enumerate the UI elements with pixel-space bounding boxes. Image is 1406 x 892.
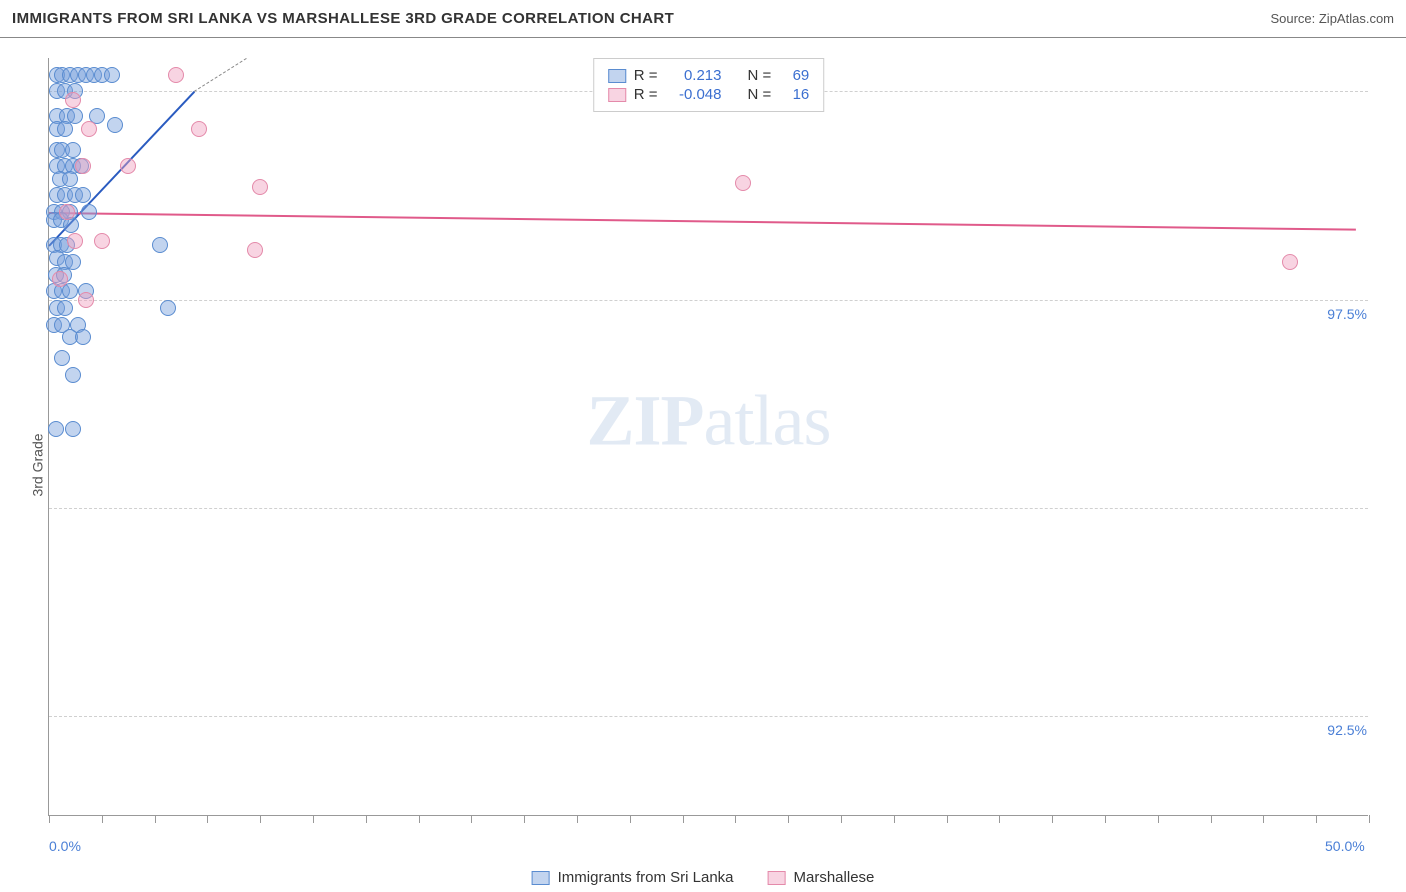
x-tick: [630, 815, 631, 823]
x-tick: [1369, 815, 1370, 823]
legend-stats-box: R = 0.213 N = 69 R = -0.048 N = 16: [593, 58, 825, 112]
data-point-marshallese: [252, 179, 268, 195]
legend-item-sri_lanka: Immigrants from Sri Lanka: [532, 869, 734, 886]
x-tick: [207, 815, 208, 823]
gridline-h: [49, 716, 1368, 717]
chart-area: 3rd Grade ZIPatlas R = 0.213 N = 69 R = -0.04…: [0, 38, 1406, 892]
x-tick-label: 0.0%: [49, 838, 81, 854]
x-tick: [155, 815, 156, 823]
gridline-h: [49, 508, 1368, 509]
x-tick: [947, 815, 948, 823]
plot-region: ZIPatlas R = 0.213 N = 69 R = -0.048 N = 16 92.…: [48, 58, 1368, 816]
legend-R-value-sri_lanka: 0.213: [666, 67, 722, 84]
data-point-marshallese: [735, 175, 751, 191]
watermark-zip: ZIP: [587, 381, 704, 461]
x-tick: [366, 815, 367, 823]
x-tick: [419, 815, 420, 823]
x-tick: [471, 815, 472, 823]
data-point-sri_lanka: [57, 300, 73, 316]
data-point-sri_lanka: [62, 171, 78, 187]
data-point-marshallese: [94, 233, 110, 249]
legend-bottom: Immigrants from Sri Lanka Marshallese: [532, 869, 875, 886]
data-point-sri_lanka: [62, 283, 78, 299]
x-tick: [1158, 815, 1159, 823]
data-point-sri_lanka: [107, 117, 123, 133]
x-tick: [313, 815, 314, 823]
gridline-h: [49, 300, 1368, 301]
legend-swatch-marshallese: [608, 88, 626, 102]
data-point-sri_lanka: [75, 187, 91, 203]
data-point-marshallese: [1282, 254, 1298, 270]
legend-R-value-marshallese: -0.048: [666, 86, 722, 103]
data-point-sri_lanka: [48, 421, 64, 437]
title-bar: IMMIGRANTS FROM SRI LANKA VS MARSHALLESE…: [0, 0, 1406, 38]
data-point-sri_lanka: [65, 421, 81, 437]
data-point-marshallese: [78, 292, 94, 308]
data-point-sri_lanka: [57, 121, 73, 137]
data-point-marshallese: [52, 271, 68, 287]
watermark: ZIPatlas: [587, 380, 831, 463]
legend-stat-row-sri_lanka: R = 0.213 N = 69: [608, 67, 810, 84]
data-point-marshallese: [75, 158, 91, 174]
x-tick: [102, 815, 103, 823]
legend-label-sri_lanka: Immigrants from Sri Lanka: [558, 869, 734, 886]
x-tick: [999, 815, 1000, 823]
legend-N-label: N =: [748, 86, 772, 103]
data-point-marshallese: [191, 121, 207, 137]
legend-item-marshallese: Marshallese: [768, 869, 875, 886]
regression-dash-sri_lanka: [194, 58, 247, 92]
legend-R-label: R =: [634, 67, 658, 84]
x-tick-label: 50.0%: [1325, 838, 1365, 854]
x-tick: [1316, 815, 1317, 823]
data-point-marshallese: [65, 92, 81, 108]
x-tick: [788, 815, 789, 823]
data-point-sri_lanka: [65, 367, 81, 383]
legend-R-label: R =: [634, 86, 658, 103]
data-point-marshallese: [120, 158, 136, 174]
data-point-marshallese: [67, 233, 83, 249]
data-point-sri_lanka: [75, 329, 91, 345]
x-tick: [260, 815, 261, 823]
x-tick: [1211, 815, 1212, 823]
legend-swatch-sri_lanka: [608, 69, 626, 83]
chart-title: IMMIGRANTS FROM SRI LANKA VS MARSHALLESE…: [12, 10, 674, 27]
y-tick-label: 92.5%: [1324, 722, 1370, 738]
y-axis-label: 3rd Grade: [30, 433, 46, 496]
data-point-marshallese: [81, 121, 97, 137]
x-tick: [1105, 815, 1106, 823]
x-tick: [1052, 815, 1053, 823]
legend-label-marshallese: Marshallese: [794, 869, 875, 886]
legend-N-value-marshallese: 16: [779, 86, 809, 103]
legend-swatch-sri_lanka: [532, 871, 550, 885]
x-tick: [735, 815, 736, 823]
y-tick-label: 97.5%: [1324, 306, 1370, 322]
data-point-sri_lanka: [54, 350, 70, 366]
data-point-marshallese: [247, 242, 263, 258]
data-point-marshallese: [168, 67, 184, 83]
data-point-sri_lanka: [65, 142, 81, 158]
legend-stat-row-marshallese: R = -0.048 N = 16: [608, 86, 810, 103]
x-tick: [841, 815, 842, 823]
legend-N-label: N =: [748, 67, 772, 84]
data-point-sri_lanka: [81, 204, 97, 220]
x-tick: [894, 815, 895, 823]
regression-line-marshallese: [49, 212, 1356, 231]
x-tick: [49, 815, 50, 823]
watermark-atlas: atlas: [704, 381, 831, 461]
data-point-sri_lanka: [104, 67, 120, 83]
data-point-sri_lanka: [152, 237, 168, 253]
source-attribution: Source: ZipAtlas.com: [1270, 11, 1394, 26]
x-tick: [683, 815, 684, 823]
data-point-sri_lanka: [160, 300, 176, 316]
x-tick: [1263, 815, 1264, 823]
legend-swatch-marshallese: [768, 871, 786, 885]
legend-N-value-sri_lanka: 69: [779, 67, 809, 84]
data-point-marshallese: [59, 204, 75, 220]
x-tick: [577, 815, 578, 823]
x-tick: [524, 815, 525, 823]
